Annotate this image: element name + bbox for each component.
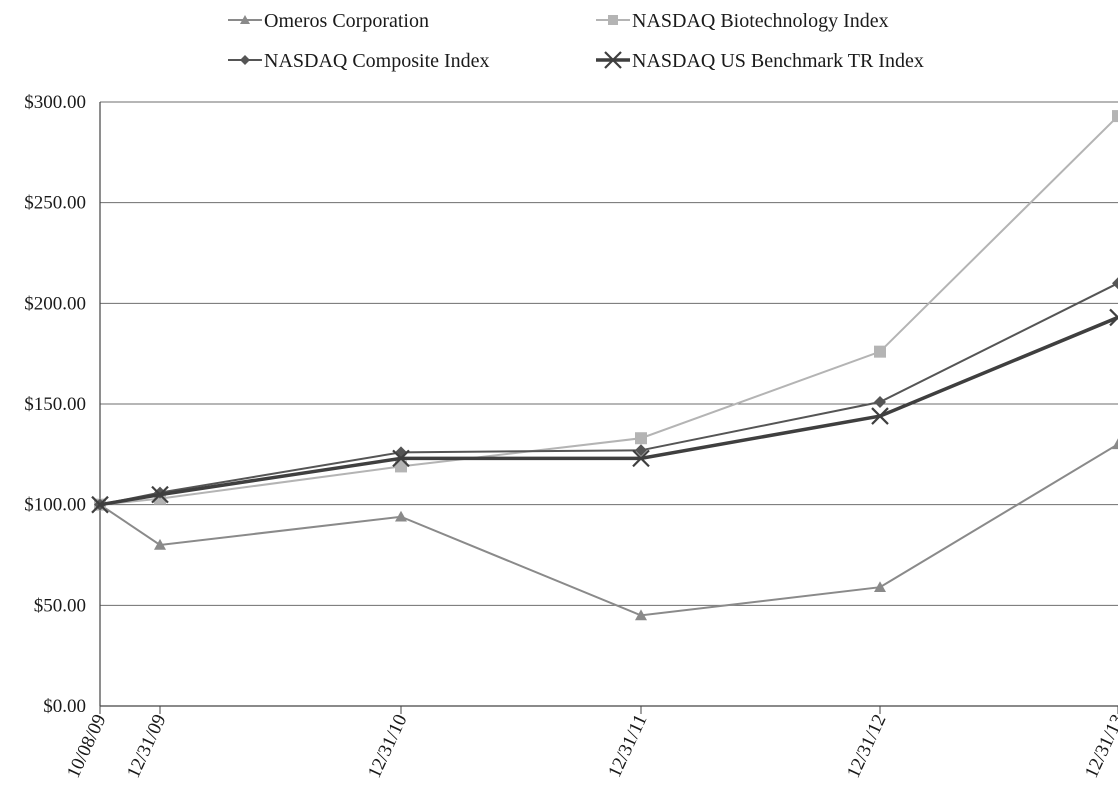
legend-label: Omeros Corporation [264,10,429,32]
data-point [395,460,407,473]
data-point [635,444,647,457]
series-line [99,115,1118,506]
legend-label: NASDAQ Biotechnology Index [632,10,889,32]
data-point [1112,277,1118,290]
y-axis-tick-labels: $0.00 $50.00 $100.00 $150.00 $200.00 $250.00 $… [24,92,86,717]
y-tick-label: $250.00 [24,193,86,214]
series-line [99,315,1118,507]
data-point [1112,438,1118,450]
gridlines [100,101,1118,606]
data-point [1109,308,1118,327]
x-tick-label: 10/08/09 [63,711,111,781]
data-point [154,538,166,550]
legend-item: Omeros Corporation [228,10,429,32]
legend-label: NASDAQ Composite Index [264,50,490,72]
y-tick-label: $300.00 [24,92,86,113]
data-point [874,395,886,408]
y-tick-label: $50.00 [34,595,86,616]
series-group [91,110,1118,621]
series-line [99,282,1118,506]
legend-item: NASDAQ Biotechnology Index [596,10,889,32]
data-point [632,449,650,468]
x-tick-label: 12/31/12 [843,711,891,781]
data-point [874,581,886,593]
data-point [871,407,889,425]
y-tick-label: $200.00 [24,293,86,314]
data-point [395,510,407,522]
legend-label: NASDAQ US Benchmark TR Index [632,50,924,72]
y-tick-label: $150.00 [24,394,86,415]
series-line [99,443,1118,617]
data-point [604,51,622,69]
data-point [874,345,886,358]
y-tick-label: $0.00 [43,696,86,717]
series-omeros-corporation [94,438,1118,621]
x-tick-label: 12/31/10 [364,711,412,781]
x-tick-label: 12/31/11 [604,711,651,780]
data-point [635,432,647,445]
data-point [240,15,250,24]
data-point [608,15,618,25]
legend: Omeros Corporation NASDAQ Biotechnology I… [228,10,924,72]
legend-item: NASDAQ US Benchmark TR Index [596,50,924,72]
x-axis-tick-labels: 10/08/09 12/31/09 12/31/10 12/31/11 12/31/12… [63,706,1118,781]
x-tick-label: 12/31/09 [123,711,171,781]
data-point [395,446,407,459]
series-nasdaq-composite-index [94,277,1118,511]
x-tick-label: 12/31/13 [1081,711,1118,781]
y-tick-label: $100.00 [24,495,86,516]
data-point [1112,110,1118,123]
legend-item: NASDAQ Composite Index [228,50,490,72]
axes [99,102,1118,707]
series-nasdaq-us-benchmark-tr-index [91,308,1118,514]
data-point [91,495,109,514]
data-point [392,449,410,468]
data-point [635,609,647,621]
data-point [151,485,169,504]
data-point [240,55,250,65]
